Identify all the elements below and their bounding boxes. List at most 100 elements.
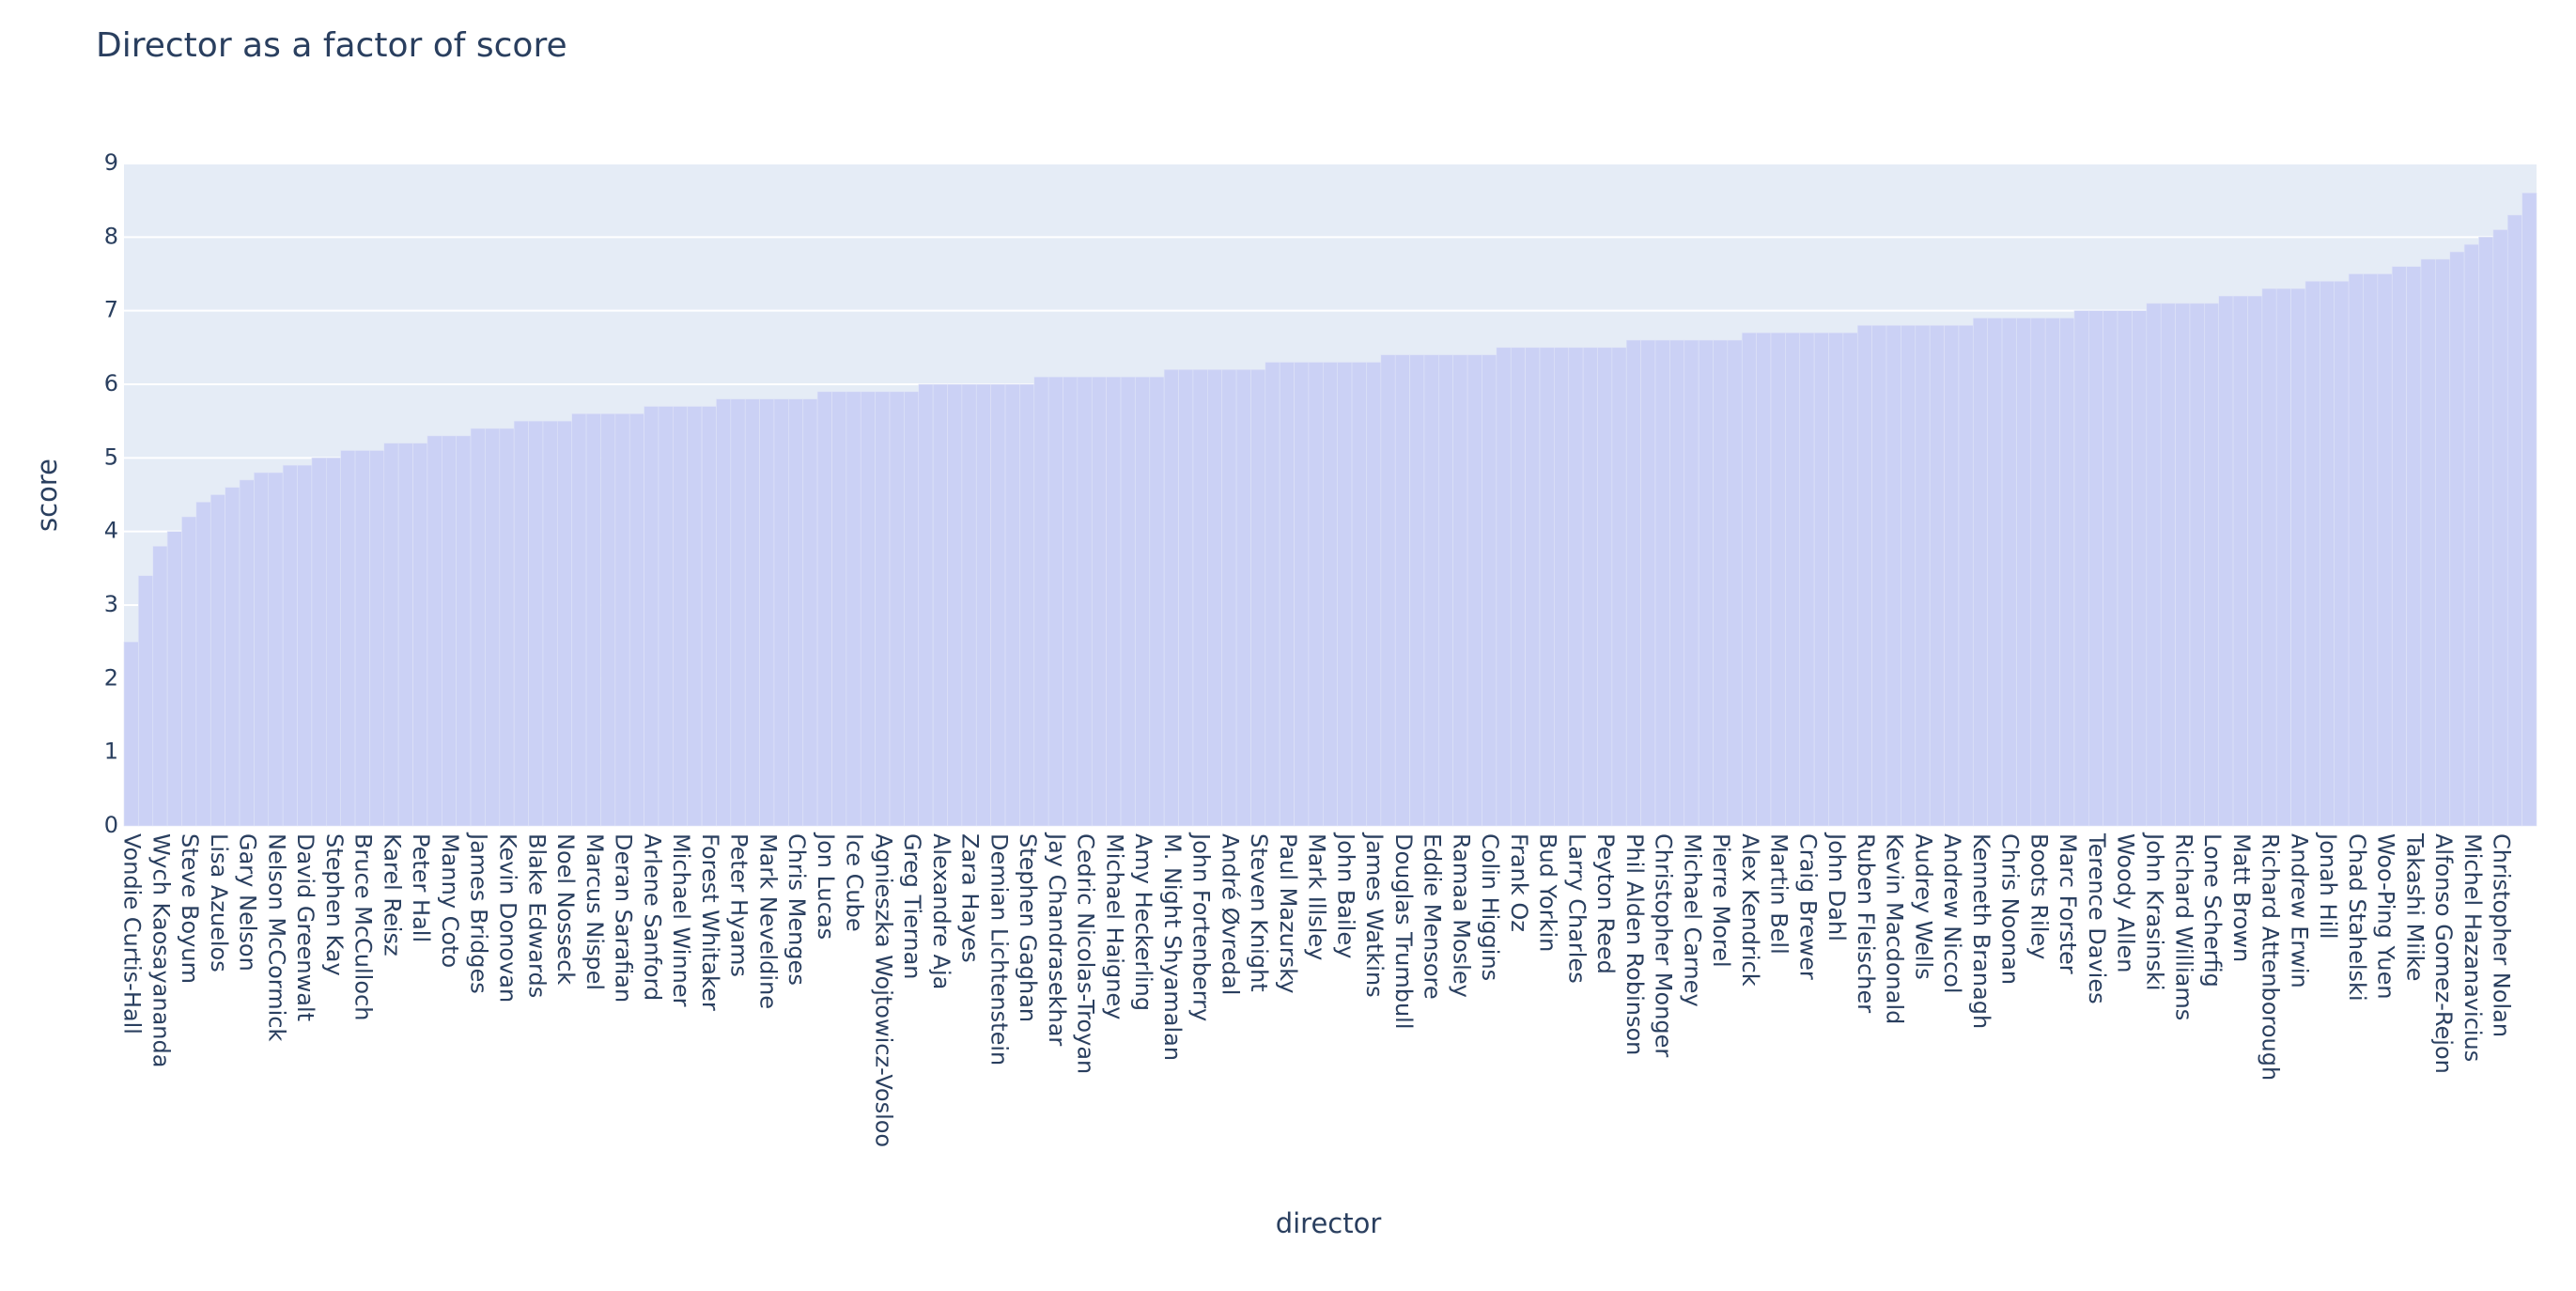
bar bbox=[1958, 325, 1974, 827]
bar bbox=[2290, 288, 2306, 827]
bar bbox=[701, 406, 717, 827]
x-tick-label: Amy Heckerling bbox=[1130, 833, 1156, 1011]
x-tick-label: Zara Hayes bbox=[957, 833, 984, 963]
bar bbox=[1163, 369, 1179, 827]
bar bbox=[1019, 383, 1035, 827]
bar bbox=[975, 383, 991, 827]
bar bbox=[1192, 369, 1208, 827]
x-tick-label: Paul Mazursky bbox=[1275, 833, 1301, 993]
bar bbox=[1178, 369, 1194, 827]
y-axis-title: score bbox=[31, 459, 63, 532]
y-tick-label: 6 bbox=[104, 370, 118, 397]
bar bbox=[470, 428, 486, 827]
bar bbox=[2132, 310, 2148, 827]
x-tick-label: Andrew Niccol bbox=[1939, 833, 1965, 994]
bar bbox=[282, 464, 298, 827]
bar bbox=[369, 450, 385, 827]
bar bbox=[1885, 325, 1901, 827]
y-tick-label: 8 bbox=[104, 223, 118, 249]
bar bbox=[918, 383, 934, 827]
x-tick-label: Kenneth Branagh bbox=[1968, 833, 1994, 1029]
x-tick-label: Greg Tiernan bbox=[899, 833, 925, 980]
bar bbox=[1756, 332, 1772, 827]
x-tick-label: Jonah Hill bbox=[2315, 832, 2341, 940]
bar bbox=[2478, 237, 2494, 827]
bar bbox=[2391, 266, 2407, 827]
bar bbox=[427, 435, 442, 827]
x-tick-label: Bruce McCulloch bbox=[350, 833, 377, 1020]
bar bbox=[2073, 310, 2089, 827]
bar bbox=[2103, 310, 2118, 827]
bar bbox=[1987, 318, 2003, 827]
bar bbox=[644, 406, 660, 827]
bar bbox=[1972, 318, 1988, 827]
x-tick-label: Andrew Erwin bbox=[2286, 833, 2312, 988]
x-tick-label: Steve Boyum bbox=[177, 833, 203, 984]
bar bbox=[687, 406, 703, 827]
bar bbox=[1452, 354, 1468, 827]
bar bbox=[2117, 310, 2133, 827]
x-tick-label: Michel Hazanavicius bbox=[2460, 833, 2486, 1062]
x-tick-label: Christopher Monger bbox=[1651, 833, 1677, 1057]
x-tick-label: Alex Kendrick bbox=[1737, 833, 1763, 987]
x-tick-label: Stephen Kay bbox=[321, 833, 348, 976]
bar bbox=[239, 479, 255, 827]
bar bbox=[2348, 273, 2364, 827]
bar bbox=[340, 450, 356, 827]
bar bbox=[1250, 369, 1266, 827]
bar bbox=[1611, 347, 1627, 827]
y-tick-label: 1 bbox=[104, 739, 118, 765]
x-tick-label: André Øvredal bbox=[1217, 833, 1243, 995]
x-tick-label: Lone Scherfig bbox=[2199, 833, 2226, 988]
bar bbox=[1380, 354, 1396, 827]
bar bbox=[499, 428, 515, 827]
x-tick-label: David Greenwalt bbox=[292, 833, 318, 1021]
bar bbox=[2449, 251, 2465, 827]
y-tick-label: 0 bbox=[104, 812, 118, 838]
bar bbox=[1033, 376, 1049, 827]
bar bbox=[1597, 347, 1613, 827]
bar bbox=[2059, 318, 2075, 827]
bar bbox=[2506, 214, 2522, 827]
x-tick-label: Alexandre Aja bbox=[928, 833, 954, 989]
x-tick-label: Michael Winner bbox=[668, 833, 694, 1007]
bar bbox=[2146, 303, 2162, 827]
x-tick-label: John Bailey bbox=[1332, 832, 1358, 958]
bar bbox=[528, 420, 544, 827]
bar bbox=[1135, 376, 1151, 827]
bar bbox=[673, 406, 689, 827]
bar bbox=[1279, 362, 1295, 827]
bar bbox=[311, 458, 327, 827]
x-tick-label: Steven Knight bbox=[1246, 833, 1272, 992]
bar bbox=[2492, 229, 2508, 827]
bar bbox=[513, 420, 529, 827]
y-tick-label: 2 bbox=[104, 664, 118, 691]
x-tick-label: Marc Forster bbox=[2055, 833, 2081, 974]
x-tick-label: Larry Charles bbox=[1563, 833, 1590, 984]
x-tick-label: Mark Illsley bbox=[1304, 833, 1330, 960]
bar bbox=[1568, 347, 1584, 827]
bar bbox=[1106, 376, 1122, 827]
bar bbox=[1409, 354, 1425, 827]
bar bbox=[441, 435, 457, 827]
bar bbox=[1684, 339, 1699, 827]
bar bbox=[1856, 325, 1872, 827]
bar bbox=[1510, 347, 1526, 827]
x-tick-label: Bud Yorkin bbox=[1535, 833, 1561, 952]
bar bbox=[195, 502, 211, 827]
bar bbox=[1871, 325, 1887, 827]
bar bbox=[1828, 332, 1844, 827]
bar bbox=[730, 398, 746, 827]
x-tick-label: John Fortenberry bbox=[1188, 832, 1215, 1021]
bar bbox=[1915, 325, 1931, 827]
x-tick-label: Craig Brewer bbox=[1794, 833, 1821, 980]
x-tick-label: M. Night Shyamalan bbox=[1159, 833, 1186, 1061]
bar bbox=[166, 531, 182, 827]
x-tick-label: Cedric Nicolas-Troyan bbox=[1073, 833, 1099, 1074]
bar bbox=[1741, 332, 1757, 827]
x-tick-label: Woody Allen bbox=[2113, 833, 2139, 973]
x-tick-label: John Krasinski bbox=[2142, 832, 2168, 991]
bar bbox=[2247, 295, 2263, 827]
